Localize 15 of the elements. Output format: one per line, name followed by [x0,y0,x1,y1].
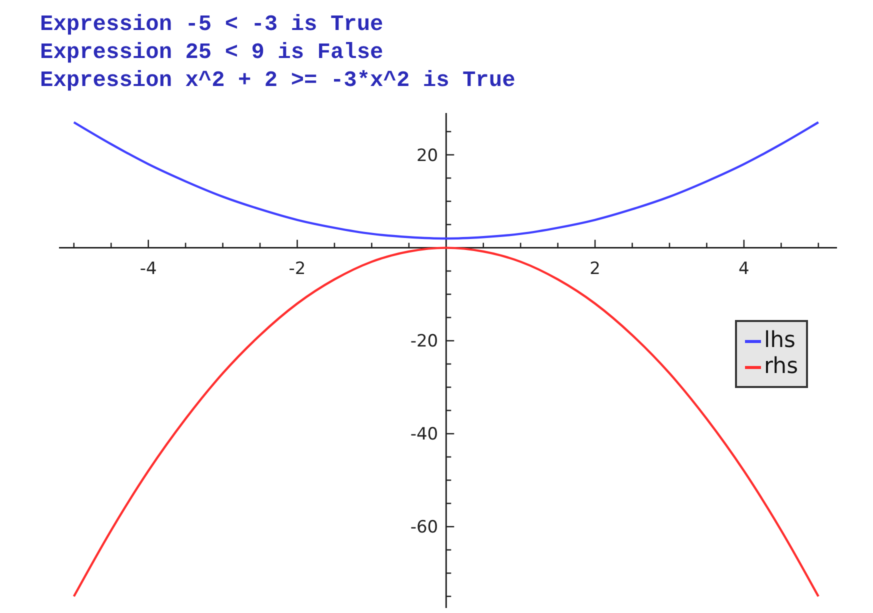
y-tick-label: -40 [410,424,438,445]
y-tick-label: -20 [410,332,438,352]
text: Expression -5 < -3 is True [40,11,384,39]
text: Expression 25 < 9 is False [40,39,384,67]
text: Expression x^2 + 2 >= -3*x^2 is True [40,67,516,95]
legend-label: lhs [764,328,796,354]
line-series [72,246,820,598]
x-tick-label: -2 [288,258,306,279]
x-tick-label: 4 [738,258,750,279]
line-series [72,121,820,240]
y-tick-label: 20 [416,146,438,166]
x-tick-label: 2 [590,258,600,279]
legend-label: rhs [764,354,798,380]
y-tick-label: -60 [410,518,438,538]
x-tick-label: -4 [140,258,157,279]
